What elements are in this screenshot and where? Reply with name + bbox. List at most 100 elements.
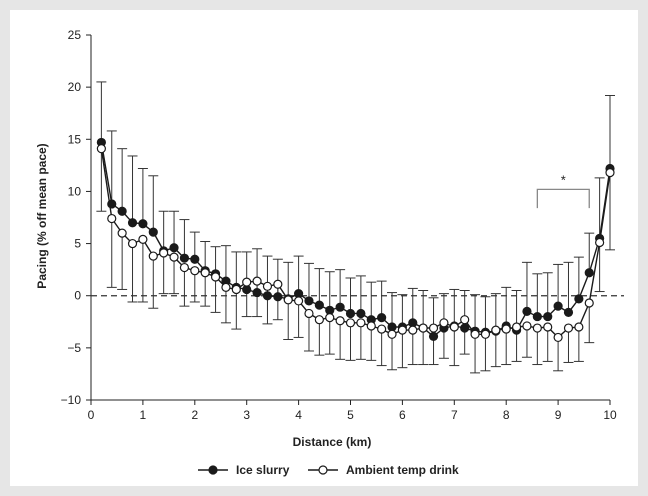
ambient-drink-point [294,296,304,306]
ambient-drink-point [595,237,605,248]
error-bar [345,322,356,361]
error-bar [532,273,543,317]
error-bar [376,329,387,367]
y-tick-label: −5 [67,341,81,355]
error-bar [127,155,138,223]
error-bar [158,210,169,251]
error-bar [376,280,387,318]
error-bar [200,240,211,271]
ambient-drink-point [491,325,501,335]
ice-slurry-point [127,218,138,228]
error-bar [96,148,107,212]
error-bar [605,94,615,169]
ambient-drink-point [169,252,179,262]
ambient-drink-point [574,322,584,332]
error-bar [387,292,398,327]
legend-label: Ambient temp drink [346,463,459,477]
x-tick-label: 8 [503,408,510,422]
ambient-drink-point [511,322,522,332]
ambient-drink-point [221,282,231,292]
ice-slurry-point [553,301,563,311]
legend-marker-filled [208,465,218,475]
error-bar [397,294,408,327]
ice-slurry-point [356,308,366,319]
error-bar [220,245,231,282]
x-tick-label: 7 [451,408,458,422]
error-bar [314,319,325,356]
ice-slurry-point [460,323,470,333]
ambient-drink-point [532,323,542,333]
ice-slurry-point [377,313,387,323]
error-bar [272,284,283,321]
ambient-drink-point [345,318,356,328]
ice-slurry-point [574,294,584,304]
ice-slurry-point [335,302,345,312]
error-bar [480,296,491,333]
legend-marker-open [318,465,328,475]
ambient-drink-point [283,295,293,305]
error-bar [169,257,180,295]
error-bar [158,252,169,295]
error-bar [179,267,190,307]
ambient-drink-point [107,213,117,224]
ambient-drink-point [210,272,221,282]
ambient-drink-point [96,144,106,154]
ambient-drink-point [262,281,273,291]
error-bar [148,256,159,309]
ambient-drink-point [231,284,241,295]
error-bar [490,330,501,368]
error-bar [387,334,398,371]
ambient-drink-point [377,324,387,334]
error-bar [418,328,429,366]
error-bar [490,293,501,332]
ice-slurry-point [522,306,532,316]
ice-slurry-point [273,292,283,302]
error-bar [179,219,190,259]
error-bar [366,325,377,361]
error-bar [335,320,346,360]
error-bar [553,337,564,372]
error-bar [470,294,481,332]
ambient-drink-point [522,321,532,331]
error-bar [210,276,221,313]
error-bar [137,239,148,303]
error-bar [563,261,574,313]
error-bar [252,281,263,318]
error-bar [220,287,231,324]
ambient-drink-point [449,322,459,332]
error-bar [501,329,512,366]
error-bar [355,322,366,360]
significance-bracket: * [536,172,590,209]
ambient-drink-point [325,313,335,323]
error-bar [594,242,605,293]
error-bar [231,251,242,288]
ambient-drink-point [366,321,376,331]
x-tick-label: 9 [555,408,562,422]
error-bar [335,269,346,308]
y-tick-label: 10 [68,184,82,198]
series-lines [100,142,611,339]
ambient-drink-point [314,315,324,325]
error-bar [584,232,595,273]
ambient-drink-point [418,323,428,333]
x-tick-label: 0 [88,408,95,422]
ice-slurry-point [190,254,200,264]
ice-slurry-point [262,291,273,301]
y-tick-label: 15 [68,132,82,146]
axes: −10 −5 0 5 10 15 20 25 0 1 2 3 4 5 6 7 8 9 10 [61,28,617,422]
y-tick-label: 25 [68,28,82,42]
error-bar [407,330,418,366]
ambient-drink-point [460,315,470,325]
ambient-drink-point [273,279,283,289]
error-bar [117,233,128,290]
error-bar [283,299,294,341]
error-bar [501,286,512,326]
series-line-ice-slurry [100,142,611,338]
ice-slurry-point [532,311,542,322]
error-bar [231,289,242,330]
legend-label: Ice slurry [236,463,290,477]
ambient-drink-point [138,234,148,244]
series-markers [96,137,615,343]
error-bar [521,325,532,358]
ice-slurry-point [543,311,553,322]
